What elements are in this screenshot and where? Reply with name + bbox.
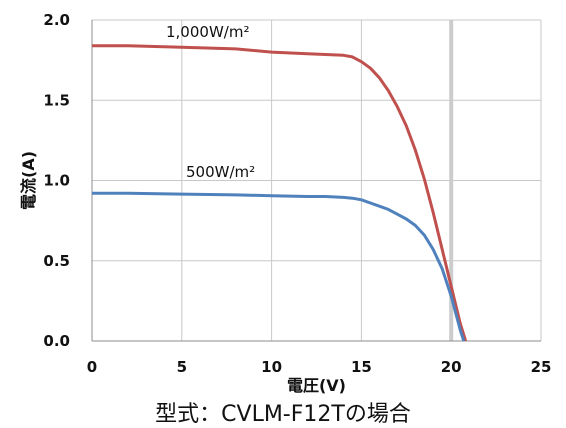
x-tick-label: 0 [87, 358, 97, 376]
plot-area-frame [91, 20, 541, 342]
x-tick-label: 15 [351, 358, 372, 376]
y-tick-label: 1.0 [43, 172, 70, 190]
x-tick-labels: 0 5 10 15 20 25 [87, 358, 552, 376]
x-tick-label: 10 [261, 358, 282, 376]
series-line-1 [92, 191, 466, 342]
x-tick-label: 20 [441, 358, 462, 376]
gridlines [91, 19, 542, 342]
chart-caption: 型式：CVLM-F12Tの場合 [155, 402, 411, 427]
series-line-0 [92, 44, 468, 342]
series-label-1000: 1,000W/m² [166, 23, 249, 41]
y-axis-title: 電流(A) [19, 151, 38, 210]
iv-curve-chart: 0 5 10 15 20 25 0.0 0.5 1.0 1.5 2.0 1,000W/m² 500… [19, 11, 552, 395]
y-tick-labels: 0.0 0.5 1.0 1.5 2.0 [43, 11, 70, 350]
y-tick-label: 0.5 [43, 252, 70, 270]
x-tick-label: 25 [531, 358, 552, 376]
x-axis-title: 電圧(V) [287, 376, 346, 395]
series-lines [92, 44, 468, 342]
y-tick-label: 2.0 [43, 11, 70, 29]
y-tick-label: 1.5 [43, 91, 70, 109]
y-tick-label: 0.0 [43, 332, 70, 350]
x-tick-label: 5 [177, 358, 187, 376]
series-label-500: 500W/m² [186, 163, 255, 181]
